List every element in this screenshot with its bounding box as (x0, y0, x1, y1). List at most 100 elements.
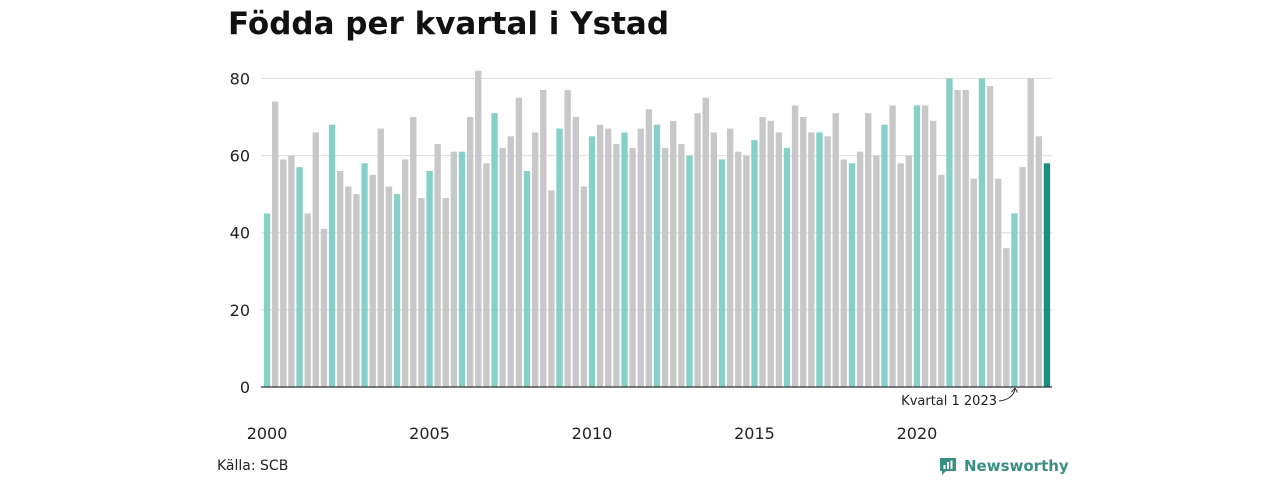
bar (377, 128, 384, 387)
bar (889, 105, 896, 388)
chart-title: Födda per kvartal i Ystad (228, 6, 670, 42)
bar (800, 117, 807, 387)
bar (385, 186, 393, 387)
bar (280, 159, 287, 387)
bar (328, 124, 336, 388)
y-tick-label: 80 (230, 69, 250, 88)
bar (556, 128, 563, 387)
bar (491, 113, 498, 387)
bar (621, 132, 628, 387)
bar (702, 97, 709, 388)
bar (531, 132, 539, 387)
bar (596, 124, 604, 388)
bar (791, 105, 799, 388)
bar (921, 105, 929, 388)
bar (678, 144, 685, 387)
bar (393, 194, 401, 387)
bar (661, 147, 669, 387)
bar (548, 190, 555, 387)
bar (353, 194, 360, 387)
bar (613, 144, 620, 387)
bar (775, 132, 783, 387)
bar (930, 120, 937, 388)
bar (1027, 78, 1034, 388)
bar (881, 124, 888, 388)
bar (645, 109, 653, 387)
newsworthy-logo-icon (940, 458, 956, 475)
x-tick-label: 2015 (734, 424, 775, 443)
bars (263, 70, 1051, 388)
annotation: Kvartal 1 2023 (901, 387, 1018, 409)
bar (759, 117, 766, 387)
bar (848, 163, 856, 387)
x-tick-label: 2010 (572, 424, 613, 443)
bar (515, 97, 523, 388)
bar (442, 198, 449, 387)
bar (735, 151, 742, 387)
annotation-label: Kvartal 1 2023 (901, 394, 997, 409)
bar (670, 120, 677, 388)
bar (767, 120, 774, 388)
bar (694, 113, 701, 387)
bar (743, 155, 750, 387)
bar (1011, 213, 1018, 387)
bar (540, 90, 547, 387)
bar (954, 90, 961, 387)
bar (913, 105, 921, 388)
bar (686, 155, 693, 387)
bar (710, 132, 718, 387)
bar (824, 136, 831, 387)
x-tick-label: 2005 (409, 424, 450, 443)
bar (905, 155, 913, 387)
bar (605, 128, 612, 387)
annotation-arrowhead (1011, 387, 1018, 393)
bar (629, 147, 636, 387)
y-tick-label: 20 (230, 301, 250, 320)
brand-name: Newsworthy (964, 457, 1069, 475)
bar (873, 155, 880, 387)
bar (580, 186, 588, 387)
bar (751, 140, 758, 387)
bar (1035, 136, 1042, 387)
x-tick-label: 2020 (897, 424, 938, 443)
bar (840, 159, 848, 387)
bar (345, 186, 352, 387)
y-tick-label: 60 (230, 147, 250, 166)
bar (337, 171, 344, 387)
bar (450, 151, 458, 387)
bar (466, 117, 474, 387)
bar (832, 113, 839, 387)
bar (816, 132, 823, 387)
bar (718, 159, 726, 387)
bar (897, 163, 904, 387)
bar (483, 163, 490, 387)
bar (499, 147, 506, 387)
bar (320, 228, 328, 387)
source-note: Källa: SCB (217, 458, 289, 474)
bar (418, 198, 425, 387)
bar (588, 136, 596, 387)
annotation-arrow (998, 388, 1016, 402)
bar (434, 144, 441, 387)
bar (946, 78, 953, 388)
bar (1003, 248, 1010, 387)
bar (426, 171, 433, 387)
bar (272, 101, 279, 387)
bar (475, 70, 482, 388)
bar (304, 213, 311, 387)
bar (995, 178, 1002, 387)
brand-logo: Newsworthy (938, 456, 1069, 476)
bar (572, 117, 579, 387)
y-axis-ticks: 0 20 40 60 80 (230, 69, 250, 397)
bar (296, 167, 303, 387)
bar (523, 171, 531, 387)
bar (986, 86, 994, 387)
bar (637, 128, 644, 387)
y-tick-label: 40 (230, 224, 250, 243)
bar (1043, 163, 1051, 387)
bar-chart: 0 20 40 60 80 2000 2005 2010 2015 2020 Kvartal 1… (230, 69, 1052, 443)
bar (970, 178, 977, 387)
bar (938, 174, 945, 387)
bar (288, 155, 295, 387)
bar (410, 117, 417, 387)
